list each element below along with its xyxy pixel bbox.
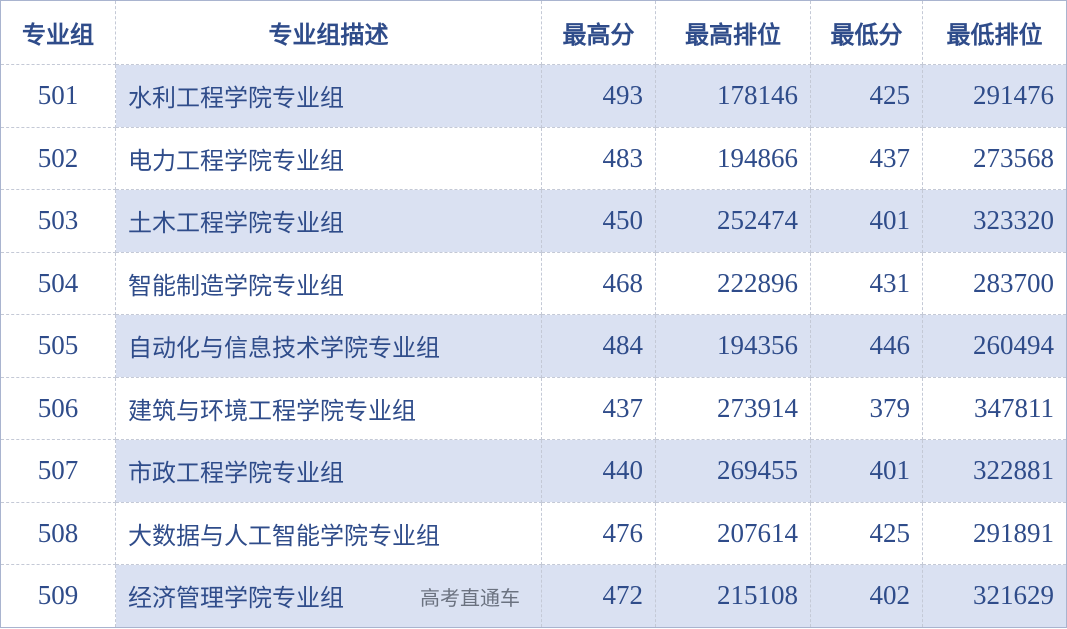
table-row: 508 大数据与人工智能学院专业组 476 207614 425 291891 xyxy=(0,501,1067,565)
watermark: 高考直通车 xyxy=(420,586,520,610)
max-score: 483 xyxy=(541,126,656,190)
min-rank: 273568 xyxy=(922,126,1067,190)
max-score: 493 xyxy=(541,64,656,128)
min-score: 446 xyxy=(810,314,923,378)
group-description: 土木工程学院专业组 xyxy=(115,189,542,253)
group-id: 508 xyxy=(0,501,116,565)
min-score: 379 xyxy=(810,376,923,440)
min-rank: 321629 xyxy=(922,564,1067,628)
header-row: 专业组 专业组描述 最高分 最高排位 最低分 最低排位 xyxy=(0,0,1067,65)
min-rank: 291891 xyxy=(922,501,1067,565)
group-id: 501 xyxy=(0,64,116,128)
min-score: 401 xyxy=(810,189,923,253)
max-rank: 194356 xyxy=(655,314,811,378)
min-score: 437 xyxy=(810,126,923,190)
table-row: 504 智能制造学院专业组 468 222896 431 283700 xyxy=(0,251,1067,315)
max-rank: 215108 xyxy=(655,564,811,628)
table-row: 506 建筑与环境工程学院专业组 437 273914 379 347811 xyxy=(0,376,1067,440)
table-row: 509 经济管理学院专业组 472 215108 402 321629 xyxy=(0,564,1067,628)
group-id: 503 xyxy=(0,189,116,253)
min-rank: 291476 xyxy=(922,64,1067,128)
min-rank: 347811 xyxy=(922,376,1067,440)
max-rank: 222896 xyxy=(655,251,811,315)
min-score: 402 xyxy=(810,564,923,628)
max-rank: 194866 xyxy=(655,126,811,190)
group-id: 509 xyxy=(0,564,116,628)
max-rank: 252474 xyxy=(655,189,811,253)
min-score: 431 xyxy=(810,251,923,315)
group-id: 506 xyxy=(0,376,116,440)
max-rank: 273914 xyxy=(655,376,811,440)
group-description: 智能制造学院专业组 xyxy=(115,251,542,315)
max-score: 484 xyxy=(541,314,656,378)
table-row: 502 电力工程学院专业组 483 194866 437 273568 xyxy=(0,126,1067,190)
table-row: 505 自动化与信息技术学院专业组 484 194356 446 260494 xyxy=(0,314,1067,378)
group-id: 505 xyxy=(0,314,116,378)
min-score: 425 xyxy=(810,501,923,565)
min-rank: 260494 xyxy=(922,314,1067,378)
max-score: 468 xyxy=(541,251,656,315)
group-description: 建筑与环境工程学院专业组 xyxy=(115,376,542,440)
min-score: 425 xyxy=(810,64,923,128)
max-rank: 269455 xyxy=(655,439,811,503)
group-description: 经济管理学院专业组 xyxy=(115,564,542,628)
header-max-rank: 最高排位 xyxy=(655,0,811,65)
header-min-score: 最低分 xyxy=(810,0,923,65)
max-score: 437 xyxy=(541,376,656,440)
group-description: 自动化与信息技术学院专业组 xyxy=(115,314,542,378)
max-rank: 178146 xyxy=(655,64,811,128)
table-row: 507 市政工程学院专业组 440 269455 401 322881 xyxy=(0,439,1067,503)
min-score: 401 xyxy=(810,439,923,503)
table-row: 501 水利工程学院专业组 493 178146 425 291476 xyxy=(0,64,1067,128)
max-score: 440 xyxy=(541,439,656,503)
group-description: 大数据与人工智能学院专业组 xyxy=(115,501,542,565)
min-rank: 322881 xyxy=(922,439,1067,503)
header-max-score: 最高分 xyxy=(541,0,656,65)
min-rank: 323320 xyxy=(922,189,1067,253)
header-description: 专业组描述 xyxy=(115,0,542,65)
group-description: 水利工程学院专业组 xyxy=(115,64,542,128)
table-row: 503 土木工程学院专业组 450 252474 401 323320 xyxy=(0,189,1067,253)
max-score: 450 xyxy=(541,189,656,253)
group-description: 电力工程学院专业组 xyxy=(115,126,542,190)
group-description: 市政工程学院专业组 xyxy=(115,439,542,503)
max-score: 472 xyxy=(541,564,656,628)
header-min-rank: 最低排位 xyxy=(922,0,1067,65)
group-id: 504 xyxy=(0,251,116,315)
max-score: 476 xyxy=(541,501,656,565)
group-id: 507 xyxy=(0,439,116,503)
max-rank: 207614 xyxy=(655,501,811,565)
group-id: 502 xyxy=(0,126,116,190)
min-rank: 283700 xyxy=(922,251,1067,315)
header-group: 专业组 xyxy=(0,0,116,65)
